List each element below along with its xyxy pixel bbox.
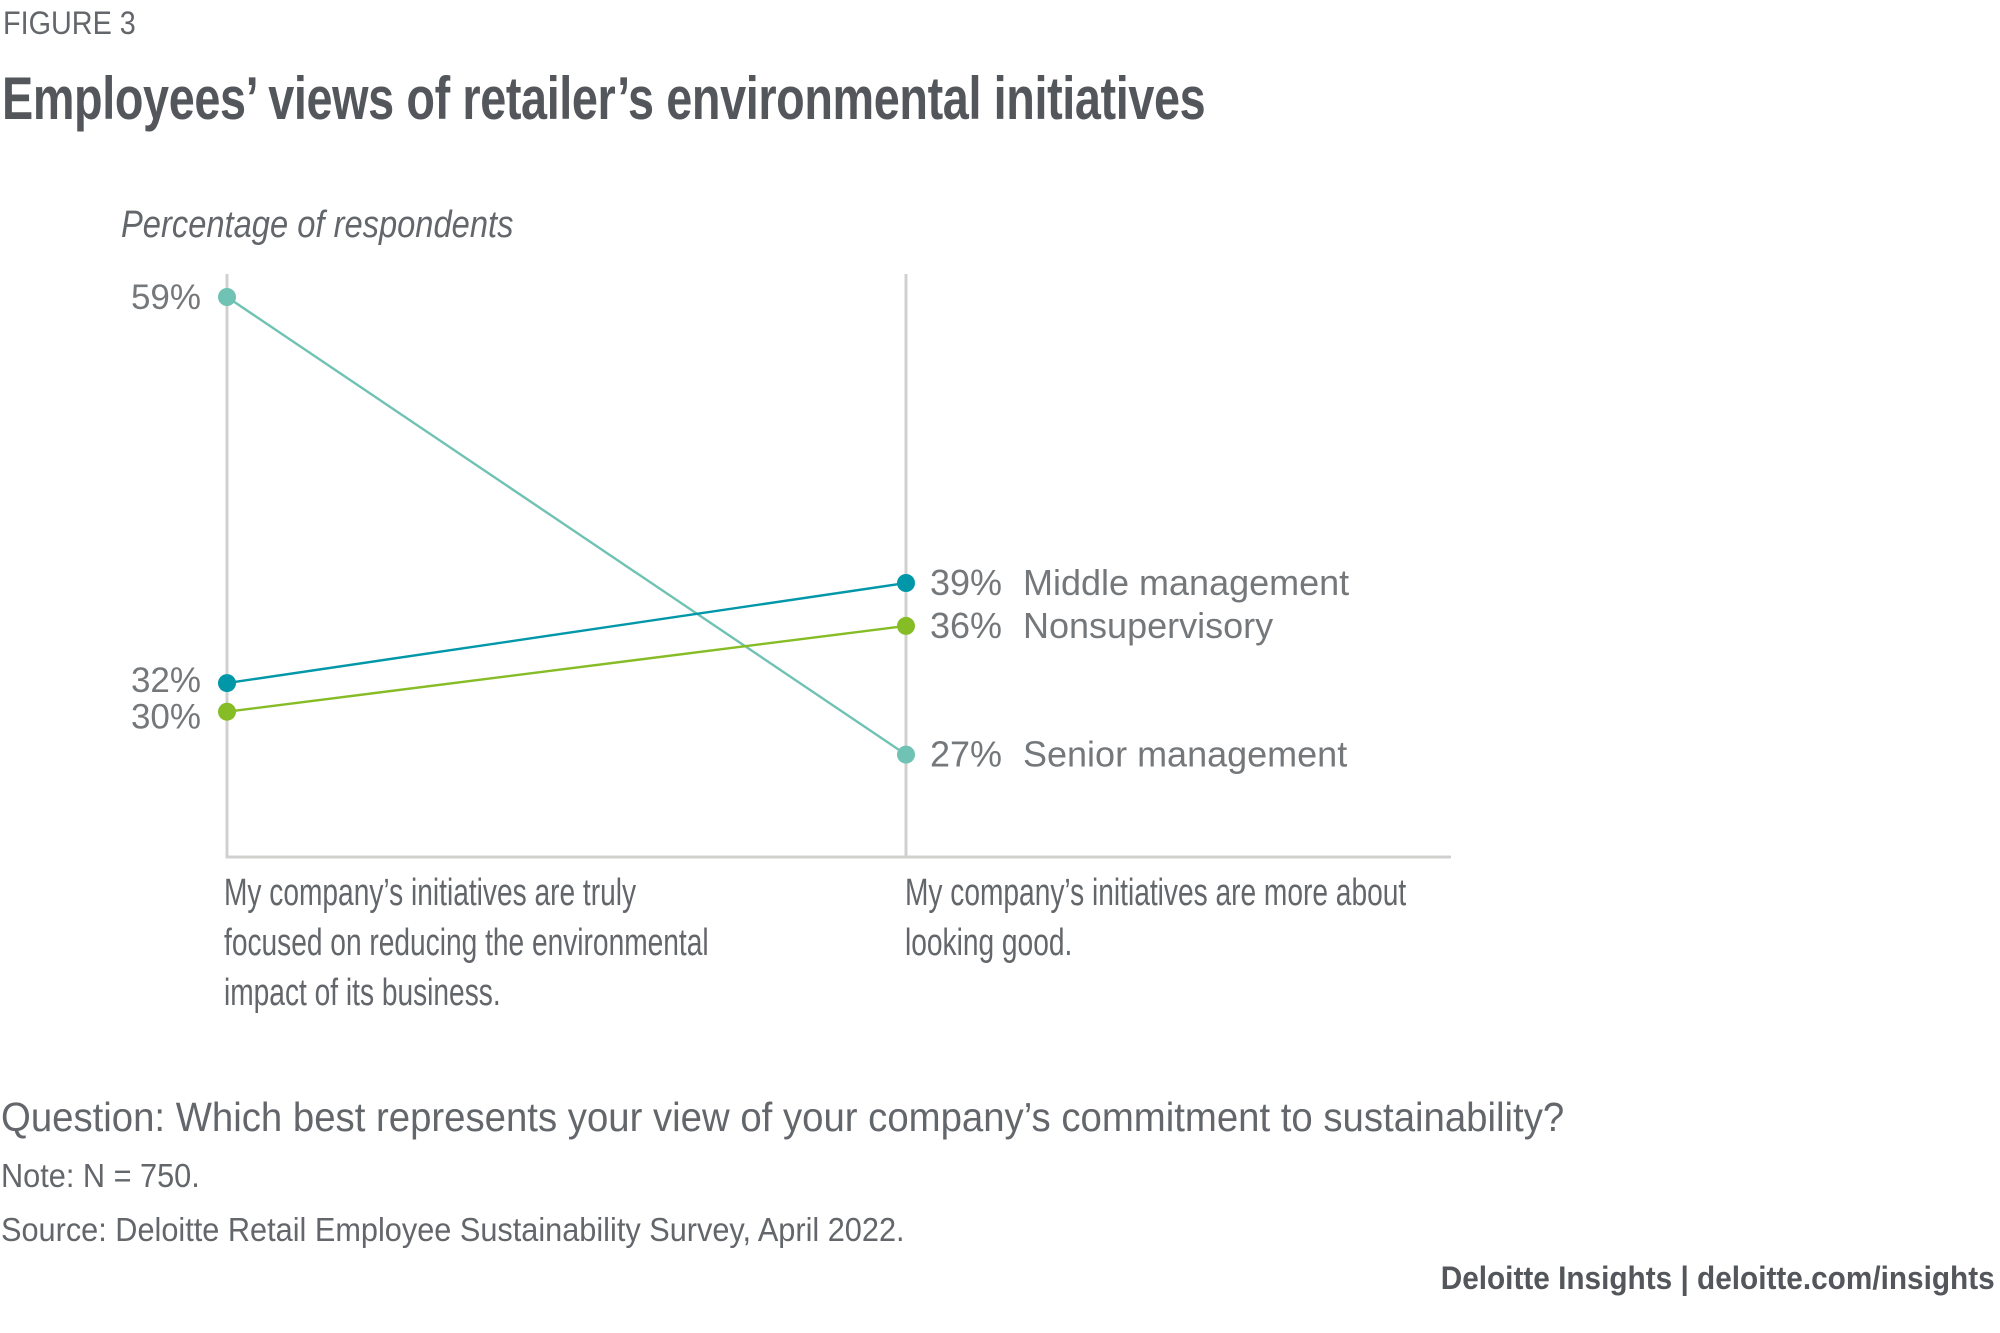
value-labels: 27% Senior management 39% Middle management… [131,278,1349,775]
series-dots [218,288,915,764]
data-point-middle-management-1 [897,574,915,592]
value-label-left-2: 30% [131,698,201,737]
value-label-right-nonsupervisory: 36% [930,605,1002,646]
data-point-senior-management-1 [897,745,915,764]
data-point-nonsupervisory-0 [218,702,236,721]
footer-brand-link[interactable]: Deloitte Insights | deloitte.com/insight… [1441,1260,1995,1296]
value-label-left-0: 59% [131,278,201,317]
series-line-senior-management [226,296,907,756]
series-line-nonsupervisory [226,624,907,713]
chart-title: Employees’ views of retailer’s environme… [2,65,1206,132]
x-category-label-line: focused on reducing the environmental [224,922,709,964]
figure-label: FIGURE 3 [3,5,136,41]
x-category-label-line: impact of its business. [224,972,501,1014]
value-label-left-1: 32% [131,661,201,700]
source-text: Source: Deloitte Retail Employee Sustain… [1,1211,905,1248]
data-point-nonsupervisory-1 [897,616,915,635]
y-axis-caption: Percentage of respondents [121,204,514,246]
x-category-label-line: My company’s initiatives are more about [905,872,1407,914]
value-label-right-middle-management: 39% [930,562,1002,603]
x-category-label-line: looking good. [905,922,1073,964]
x-category-label-focused: My company’s initiatives are truly focus… [224,868,709,1018]
question-text: Question: Which best represents your vie… [1,1094,1565,1140]
note-text: Note: N = 750. [1,1157,200,1194]
data-point-senior-management-0 [218,288,236,306]
series-name-label-senior-management: Senior management [1023,734,1347,775]
x-category-label-looking-good: My company’s initiatives are more about … [905,868,1406,968]
data-point-middle-management-0 [218,674,236,693]
value-label-right-senior-management: 27% [930,734,1002,775]
series-name-label-nonsupervisory: Nonsupervisory [1023,605,1273,646]
series-line-middle-management [226,581,907,685]
x-category-label-line: My company’s initiatives are truly [224,872,637,914]
series-lines [226,296,907,756]
series-name-label-middle-management: Middle management [1023,562,1349,603]
